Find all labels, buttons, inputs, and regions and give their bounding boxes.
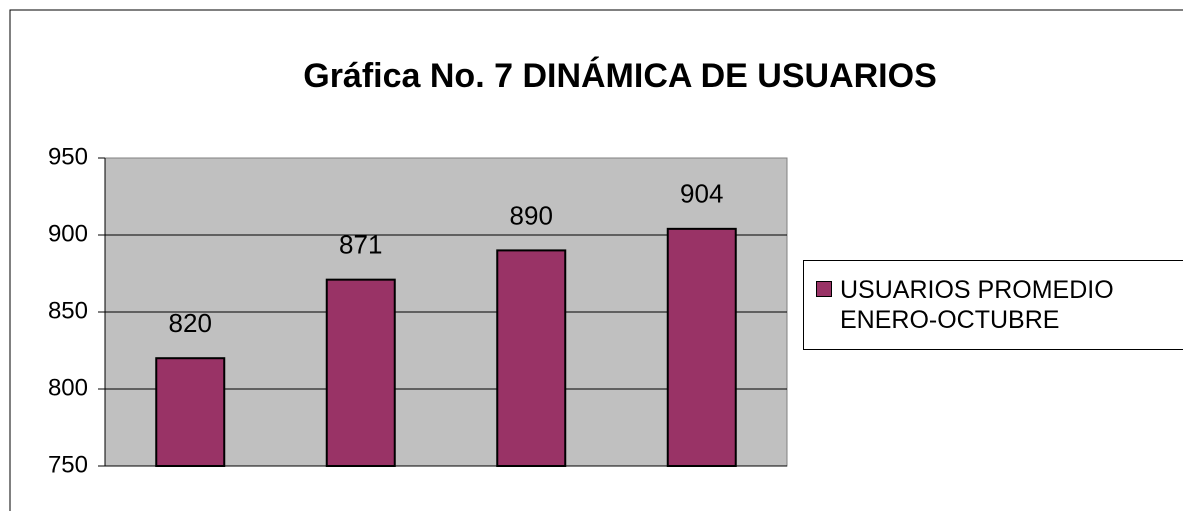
y-tick-label: 800: [48, 374, 88, 401]
y-tick-label: 950: [48, 143, 88, 170]
chart-title: Gráfica No. 7 DINÁMICA DE USUARIOS: [303, 57, 937, 95]
bar: [155, 357, 226, 468]
y-tick-label: 750: [48, 451, 88, 478]
bar: [325, 278, 396, 467]
bar: [666, 227, 737, 467]
legend-swatch: [816, 281, 832, 297]
y-tick-label: 850: [48, 297, 88, 324]
data-label: 890: [510, 200, 553, 230]
legend: USUARIOS PROMEDIO ENERO-OCTUBRE: [803, 260, 1183, 350]
legend-label: USUARIOS PROMEDIO ENERO-OCTUBRE: [840, 276, 1114, 334]
y-tick-label: 900: [48, 220, 88, 247]
data-label: 820: [169, 308, 212, 338]
data-label: 871: [339, 230, 382, 260]
bar: [496, 249, 567, 467]
data-label: 904: [680, 179, 723, 209]
